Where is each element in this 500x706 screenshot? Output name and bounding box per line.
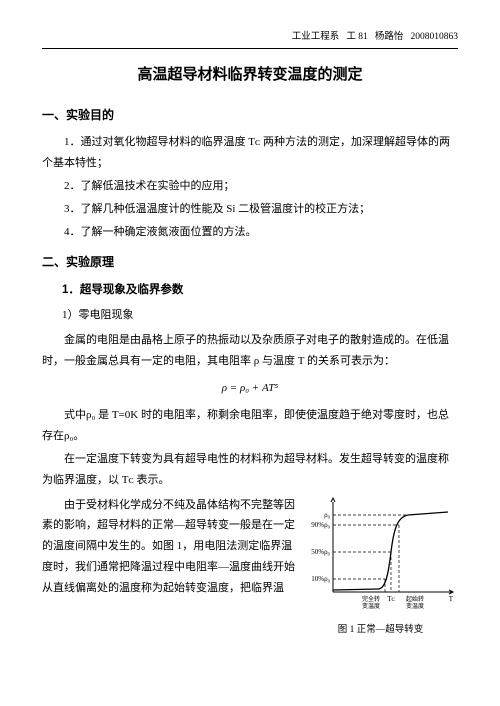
header-id: 2008010863 — [411, 32, 459, 42]
fig-x-mark-2: Tᴄ — [387, 595, 395, 603]
sec2-p2: 式中ρ₀ 是 T=0K 时的电阻率，称剩余电阻率，即使使温度趋于绝对零度时，也总… — [42, 405, 458, 447]
equation-1: ρ = ρ₀ + AT⁵ — [42, 378, 458, 399]
fig-y-label-0: ρ₀ — [324, 511, 330, 519]
fig-x-mark-3b: 变温度 — [406, 602, 424, 610]
section-2-subsub: 1）零电阻现象 — [62, 305, 458, 326]
fig-x-mark-3a: 起始转 — [406, 595, 424, 603]
fig-y-label-1: 90%ρ₀ — [311, 521, 330, 529]
sec2-p1: 金属的电阻是由晶格上原子的热振动以及杂质原子对电子的散射造成的。在低温时，一般金… — [42, 330, 458, 372]
figure-1-caption: 图 1 正常—超导转变 — [303, 621, 458, 639]
header-class: 工 81 — [346, 32, 367, 42]
fig-x-axis-label: T — [449, 595, 454, 603]
section-2-head: 二、实验原理 — [42, 251, 458, 274]
section-1-head: 一、实验目的 — [42, 104, 458, 127]
fig-x-mark-1a: 完全转 — [362, 595, 380, 603]
sec1-item-1: 1．通过对氧化物超导材料的临界温度 Tᴄ 两种方法的测定，加深理解超导体的两个基… — [42, 132, 458, 174]
section-2-sub1: 1．超导现象及临界参数 — [62, 280, 458, 302]
sec1-item-2: 2．了解低温技术在实验中的应用； — [42, 176, 458, 197]
figure-1-block: ρ₀ 90%ρ₀ 50%ρ₀ 10%ρ₀ T 完全转 变温度 Tᴄ 起始转 变温… — [303, 497, 458, 640]
fig-x-mark-1b: 变温度 — [362, 602, 380, 610]
fig-y-label-3: 10%ρ₀ — [311, 575, 330, 583]
page-title: 高温超导材料临界转变温度的测定 — [42, 61, 458, 90]
header-name: 杨路怡 — [375, 32, 404, 42]
sec2-p3: 在一定温度下转变为具有超导电性的材料称为超导材料。发生超导转变的温度称为临界温度… — [42, 449, 458, 491]
sec1-item-4: 4．了解一种确定液氮液面位置的方法。 — [42, 222, 458, 243]
fig-y-label-2: 50%ρ₀ — [311, 548, 330, 556]
sec1-item-3: 3．了解几种低温温度计的性能及 Si 二极管温度计的校正方法； — [42, 199, 458, 220]
page-header: 工业工程系 工 81 杨路怡 2008010863 — [42, 28, 458, 49]
header-dept: 工业工程系 — [292, 32, 340, 42]
figure-1-chart: ρ₀ 90%ρ₀ 50%ρ₀ 10%ρ₀ T 完全转 变温度 Tᴄ 起始转 变温… — [303, 497, 458, 612]
